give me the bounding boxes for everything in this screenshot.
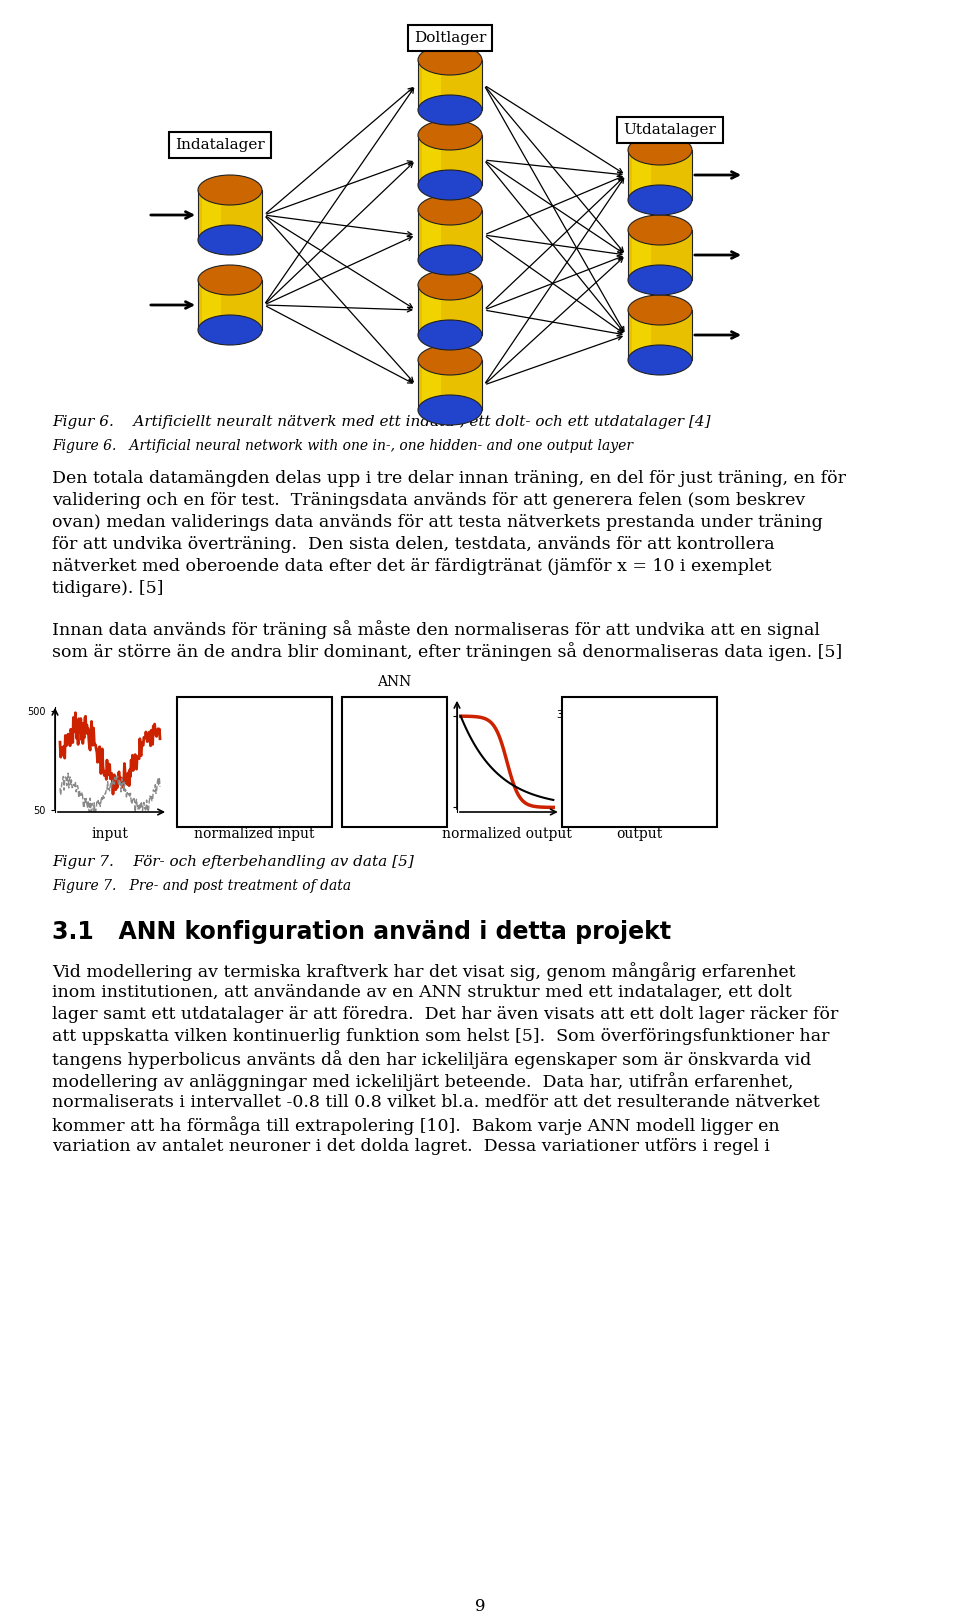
Text: modellering av anläggningar med ickeliljärt beteende.  Data har, utifrån erfaren: modellering av anläggningar med ickelilj… bbox=[52, 1072, 794, 1092]
Text: validering och en för test.  Träningsdata används för att generera felen (som be: validering och en för test. Träningsdata… bbox=[52, 491, 805, 509]
Text: 9: 9 bbox=[475, 1598, 485, 1616]
Ellipse shape bbox=[198, 315, 262, 345]
Bar bbox=[198, 190, 262, 240]
Ellipse shape bbox=[418, 96, 482, 125]
Text: output: output bbox=[616, 827, 662, 840]
Bar bbox=[202, 281, 221, 329]
Text: tidigare). [5]: tidigare). [5] bbox=[52, 581, 163, 597]
Bar bbox=[418, 285, 482, 336]
Text: Figure 6.   Artificial neural network with one in-, one hidden- and one output l: Figure 6. Artificial neural network with… bbox=[52, 440, 633, 453]
Ellipse shape bbox=[418, 195, 482, 225]
Bar bbox=[632, 230, 651, 281]
Text: normaliserats i intervallet -0.8 till 0.8 vilket bl.a. medför att det resulteran: normaliserats i intervallet -0.8 till 0.… bbox=[52, 1093, 820, 1111]
Bar bbox=[632, 149, 651, 200]
Text: nätverket med oberoende data efter det är färdigtränat (jämför x = 10 i exemplet: nätverket med oberoende data efter det ä… bbox=[52, 558, 772, 576]
Ellipse shape bbox=[198, 225, 262, 255]
Text: Normalization: Normalization bbox=[253, 699, 263, 780]
Text: Figur 6.    Artificiellt neuralt nätverk med ett indata-, ett dolt- och ett utda: Figur 6. Artificiellt neuralt nätverk me… bbox=[52, 415, 710, 428]
Text: Indatalager: Indatalager bbox=[175, 138, 265, 152]
Text: Innan data används för träning så måste den normaliseras för att undvika att en : Innan data används för träning så måste … bbox=[52, 620, 820, 639]
Ellipse shape bbox=[418, 245, 482, 276]
Text: kommer att ha förmåga till extrapolering [10].  Bakom varje ANN modell ligger en: kommer att ha förmåga till extrapolering… bbox=[52, 1116, 780, 1135]
Text: Figur 7.    För- och efterbehandling av data [5]: Figur 7. För- och efterbehandling av dat… bbox=[52, 855, 414, 869]
Text: ANN: ANN bbox=[377, 675, 412, 689]
Bar bbox=[198, 281, 262, 329]
Text: Vid modellering av termiska kraftverk har det visat sig, genom mångårig erfarenh: Vid modellering av termiska kraftverk ha… bbox=[52, 962, 796, 981]
Circle shape bbox=[419, 787, 428, 800]
Ellipse shape bbox=[628, 185, 692, 216]
Text: input: input bbox=[91, 827, 129, 840]
Bar bbox=[202, 190, 221, 240]
Ellipse shape bbox=[198, 175, 262, 204]
Text: normalized input: normalized input bbox=[194, 827, 315, 840]
Ellipse shape bbox=[628, 264, 692, 295]
Bar bbox=[628, 230, 692, 281]
Text: Utdatalager: Utdatalager bbox=[624, 123, 716, 136]
Text: normalized output: normalized output bbox=[442, 827, 572, 840]
Bar bbox=[422, 209, 442, 260]
Text: tangens hyperbolicus använts då den har ickeliljära egenskaper som är önskvarda : tangens hyperbolicus använts då den har … bbox=[52, 1049, 811, 1069]
Bar bbox=[418, 360, 482, 410]
Bar bbox=[418, 60, 482, 110]
Bar bbox=[422, 360, 442, 410]
Ellipse shape bbox=[418, 170, 482, 200]
Circle shape bbox=[361, 722, 371, 735]
Text: ovan) medan validerings data används för att testa nätverkets prestanda under tr: ovan) medan validerings data används för… bbox=[52, 514, 823, 530]
Text: att uppskatta vilken kontinuerlig funktion som helst [5].  Som överföringsfunkti: att uppskatta vilken kontinuerlig funkti… bbox=[52, 1028, 829, 1045]
Ellipse shape bbox=[628, 345, 692, 375]
Text: lager samt ett utdatalager är att föredra.  Det har även visats att ett dolt lag: lager samt ett utdatalager är att föredr… bbox=[52, 1006, 838, 1023]
Text: som är större än de andra blir dominant, efter träningen så denormaliseras data : som är större än de andra blir dominant,… bbox=[52, 642, 842, 660]
Ellipse shape bbox=[628, 295, 692, 324]
Ellipse shape bbox=[418, 320, 482, 350]
Ellipse shape bbox=[418, 345, 482, 375]
Text: inom institutionen, att användande av en ANN struktur med ett indatalager, ett d: inom institutionen, att användande av en… bbox=[52, 985, 792, 1001]
Text: för att undvika överträning.  Den sista delen, testdata, används för att kontrol: för att undvika överträning. Den sista d… bbox=[52, 535, 775, 553]
Circle shape bbox=[361, 759, 371, 770]
Text: 3.1   ANN konfiguration använd i detta projekt: 3.1 ANN konfiguration använd i detta pro… bbox=[52, 920, 671, 944]
Ellipse shape bbox=[418, 45, 482, 75]
Ellipse shape bbox=[198, 264, 262, 295]
Bar bbox=[422, 60, 442, 110]
Text: De-normalization: De-normalization bbox=[638, 699, 649, 796]
Ellipse shape bbox=[418, 120, 482, 149]
Text: Figure 7.   Pre- and post treatment of data: Figure 7. Pre- and post treatment of dat… bbox=[52, 879, 351, 894]
Text: variation av antalet neuroner i det dolda lagret.  Dessa variationer utförs i re: variation av antalet neuroner i det dold… bbox=[52, 1139, 770, 1155]
Circle shape bbox=[419, 725, 428, 736]
Bar bbox=[628, 149, 692, 200]
Text: Doltlager: Doltlager bbox=[414, 31, 486, 45]
Ellipse shape bbox=[418, 269, 482, 300]
Ellipse shape bbox=[418, 396, 482, 425]
Bar bbox=[632, 310, 651, 360]
Bar bbox=[418, 135, 482, 185]
Circle shape bbox=[361, 796, 371, 808]
Bar bbox=[422, 285, 442, 336]
Ellipse shape bbox=[628, 135, 692, 165]
Bar bbox=[422, 135, 442, 185]
Bar bbox=[418, 209, 482, 260]
Bar bbox=[628, 310, 692, 360]
Circle shape bbox=[419, 756, 428, 769]
Text: Den totala datamängden delas upp i tre delar innan träning, en del för just trän: Den totala datamängden delas upp i tre d… bbox=[52, 470, 846, 487]
Ellipse shape bbox=[628, 216, 692, 245]
